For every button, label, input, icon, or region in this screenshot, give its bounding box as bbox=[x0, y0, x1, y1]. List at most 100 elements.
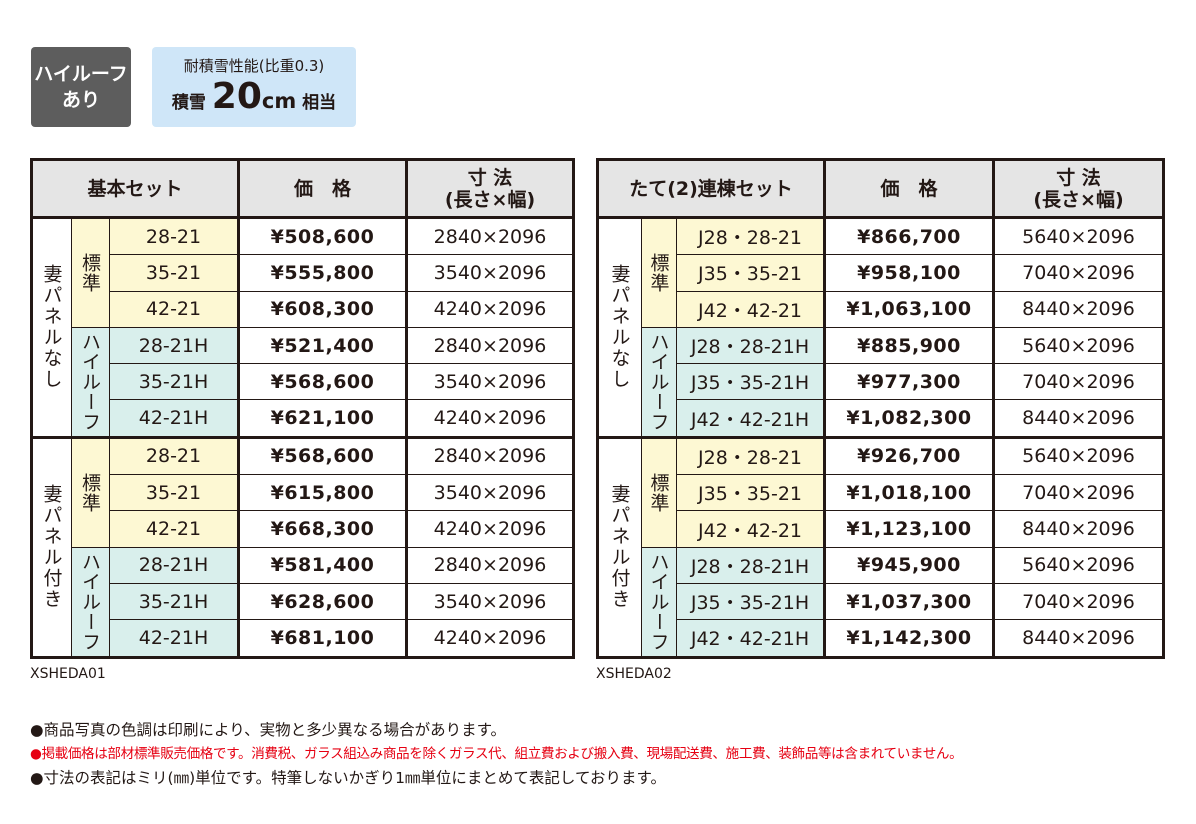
header-size-title: 寸 法 bbox=[1056, 166, 1101, 189]
model: 28-21H bbox=[109, 546, 239, 584]
price-table: 基本セット価 格寸 法 (長さ×幅) 妻パネルなし 標準 28-21 ¥508,600 28… bbox=[30, 158, 575, 659]
price: ¥668,300 bbox=[237, 510, 408, 548]
data-row: 42-21H ¥681,100 4240×2096 bbox=[32, 619, 574, 658]
price: ¥945,900 bbox=[823, 546, 995, 584]
data-row: 42-21 ¥608,300 4240×2096 bbox=[32, 290, 574, 328]
price: ¥977,300 bbox=[823, 363, 995, 401]
model: J35・35-21 bbox=[676, 474, 825, 512]
snow-prefix: 積雪 bbox=[171, 93, 206, 113]
size: 5640×2096 bbox=[993, 435, 1164, 476]
table-code: XSHEDA02 bbox=[596, 666, 672, 682]
price: ¥581,400 bbox=[237, 546, 408, 584]
size: 8440×2096 bbox=[993, 619, 1164, 658]
price: ¥555,800 bbox=[237, 254, 408, 292]
model: J28・28-21H bbox=[676, 326, 825, 365]
price: ¥926,700 bbox=[823, 435, 995, 476]
header-price: 価 格 bbox=[823, 159, 995, 219]
snow-amount: 20 bbox=[211, 76, 262, 117]
subgroup-label: 標準 bbox=[641, 217, 677, 328]
price: ¥1,037,300 bbox=[823, 582, 995, 621]
price: ¥1,082,300 bbox=[823, 399, 995, 438]
model: J35・35-21 bbox=[676, 254, 825, 292]
size: 8440×2096 bbox=[993, 290, 1164, 328]
price: ¥568,600 bbox=[237, 435, 408, 476]
model: J42・42-21H bbox=[676, 399, 825, 438]
badge-line: ハイルーフ bbox=[34, 63, 128, 85]
price: ¥508,600 bbox=[237, 216, 408, 256]
size: 3540×2096 bbox=[406, 254, 574, 292]
data-row: 35-21 ¥615,800 3540×2096 bbox=[32, 474, 574, 512]
subgroup-label: ハイルーフ bbox=[71, 326, 110, 438]
price: ¥1,142,300 bbox=[823, 619, 995, 658]
data-row: J35・35-21 ¥958,100 7040×2096 bbox=[598, 254, 1164, 292]
data-row: 42-21H ¥621,100 4240×2096 bbox=[32, 399, 574, 438]
group-label: 妻パネルなし bbox=[31, 217, 72, 438]
data-row: ハイルーフ J28・28-21H ¥945,900 5640×2096 bbox=[598, 546, 1164, 658]
price: ¥1,018,100 bbox=[823, 474, 995, 512]
data-row: 妻パネルなし 標準 28-21 ¥508,600 2840×2096 bbox=[31, 216, 574, 438]
model: J42・42-21 bbox=[676, 510, 825, 548]
header-set: 基本セット bbox=[31, 159, 239, 219]
price: ¥958,100 bbox=[823, 254, 995, 292]
model: 28-21 bbox=[109, 435, 239, 476]
data-row: 妻パネルなし 標準 J28・28-21 ¥866,700 5640×2096 bbox=[597, 216, 1164, 438]
price: ¥866,700 bbox=[823, 216, 995, 256]
model: J35・35-21H bbox=[676, 582, 825, 621]
data-row: 妻パネル付き 標準 J28・28-21 ¥926,700 5640×2096 bbox=[597, 435, 1164, 658]
data-row: ハイルーフ 28-21H ¥521,400 2840×2096 bbox=[32, 326, 574, 438]
subgroup-label: ハイルーフ bbox=[641, 546, 677, 658]
table-code: XSHEDA01 bbox=[30, 666, 106, 682]
subgroup-label: 標準 bbox=[641, 435, 677, 548]
size: 4240×2096 bbox=[406, 510, 574, 548]
model: 28-21 bbox=[109, 216, 239, 256]
size: 5640×2096 bbox=[993, 216, 1164, 256]
size: 5640×2096 bbox=[993, 546, 1164, 584]
size: 7040×2096 bbox=[993, 474, 1164, 512]
price: ¥885,900 bbox=[823, 326, 995, 365]
roof-badge: ハイルーフ あり bbox=[31, 47, 131, 127]
header-price: 価 格 bbox=[237, 159, 408, 219]
price-table: たて(2)連棟セット価 格寸 法 (長さ×幅) 妻パネルなし 標準 J28・28-21 ¥… bbox=[596, 158, 1165, 659]
badge-line: あり bbox=[61, 89, 100, 111]
price: ¥608,300 bbox=[237, 290, 408, 328]
header-set: たて(2)連棟セット bbox=[597, 159, 825, 219]
subgroup-label: ハイルーフ bbox=[71, 546, 110, 658]
size: 2840×2096 bbox=[406, 435, 574, 476]
subgroup-label: 標準 bbox=[71, 435, 110, 548]
group-label: 妻パネル付き bbox=[31, 435, 72, 658]
model: 42-21H bbox=[109, 619, 239, 658]
snow-unit: cm bbox=[261, 89, 297, 113]
data-row: 42-21 ¥668,300 4240×2096 bbox=[32, 510, 574, 548]
header-size-title: 寸 法 bbox=[467, 166, 513, 189]
model: J28・28-21 bbox=[676, 435, 825, 476]
price: ¥681,100 bbox=[237, 619, 408, 658]
price: ¥1,123,100 bbox=[823, 510, 995, 548]
model: J28・28-21H bbox=[676, 546, 825, 584]
size: 7040×2096 bbox=[993, 254, 1164, 292]
model: 35-21H bbox=[109, 582, 239, 621]
data-row: J42・42-21H ¥1,142,300 8440×2096 bbox=[598, 619, 1164, 658]
size: 8440×2096 bbox=[993, 399, 1164, 438]
data-row: J35・35-21H ¥977,300 7040×2096 bbox=[598, 363, 1164, 401]
data-row: ハイルーフ 28-21H ¥581,400 2840×2096 bbox=[32, 546, 574, 658]
price: ¥621,100 bbox=[237, 399, 408, 438]
data-row: J42・42-21 ¥1,123,100 8440×2096 bbox=[598, 510, 1164, 548]
header-size-sub: (長さ×幅) bbox=[1033, 188, 1124, 211]
header-row: 基本セット価 格寸 法 (長さ×幅) bbox=[31, 159, 574, 219]
group-label: 妻パネル付き bbox=[597, 435, 642, 658]
size: 3540×2096 bbox=[406, 474, 574, 512]
group-label: 妻パネルなし bbox=[597, 217, 642, 438]
data-row: 35-21H ¥628,600 3540×2096 bbox=[32, 582, 574, 621]
model: J28・28-21 bbox=[676, 216, 825, 256]
note: ●商品写真の色調は印刷により、実物と多少異なる場合があります。 bbox=[30, 721, 507, 739]
size: 2840×2096 bbox=[406, 216, 574, 256]
model: J42・42-21H bbox=[676, 619, 825, 658]
data-row: 35-21 ¥555,800 3540×2096 bbox=[32, 254, 574, 292]
snow-caption: 耐積雪性能(比重0.3) bbox=[183, 57, 325, 75]
data-row: 妻パネル付き 標準 28-21 ¥568,600 2840×2096 bbox=[31, 435, 574, 658]
snow-load: 積雪 20cm 相当 bbox=[152, 76, 356, 117]
model: 35-21 bbox=[109, 474, 239, 512]
data-row: J35・35-21H ¥1,037,300 7040×2096 bbox=[598, 582, 1164, 621]
size: 4240×2096 bbox=[406, 399, 574, 438]
